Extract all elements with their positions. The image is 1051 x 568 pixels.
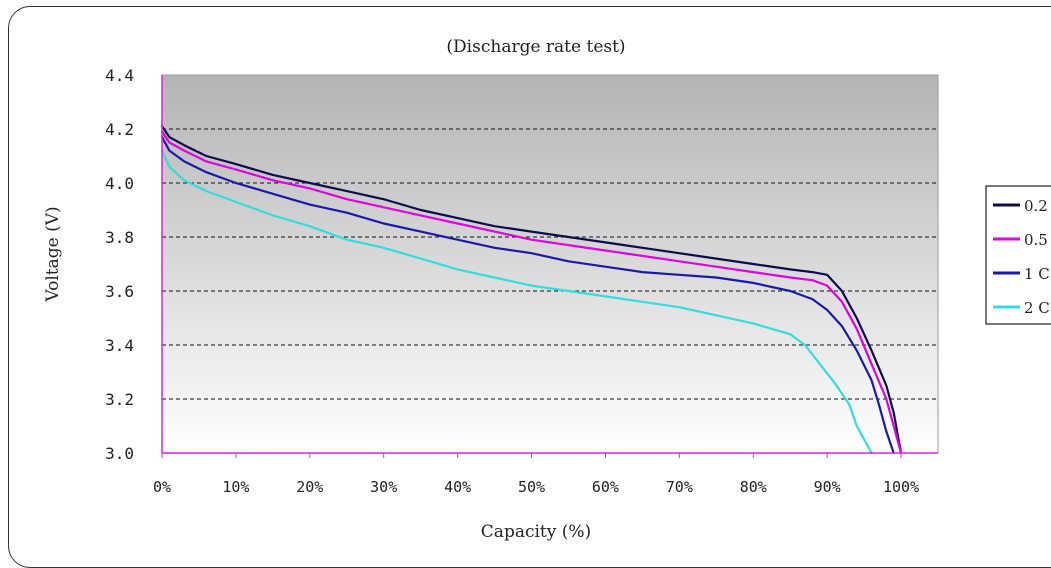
chart-canvas: 3.0 3.2 3.4 3.6 3.8 4.0 4.2 4.4 0% 10% 20% 30% 40% 50… xyxy=(43,37,1051,542)
x-tick-label: 50% xyxy=(518,478,545,496)
x-tick-label: 60% xyxy=(592,478,619,496)
series-line-3 xyxy=(160,149,873,455)
legend-label-1: 0.5 C xyxy=(1024,231,1051,249)
legend-label-0: 0.2 C xyxy=(1024,197,1051,215)
y-tick-label: 3.6 xyxy=(105,282,134,301)
tick-labels: 3.0 3.2 3.4 3.6 3.8 4.0 4.2 4.4 0% 10% 20% 30% 40% 50… xyxy=(105,66,919,496)
y-tick-label: 3.2 xyxy=(105,390,134,409)
series-line-1 xyxy=(160,130,903,455)
axes xyxy=(161,75,938,458)
x-tick-label: 80% xyxy=(740,478,767,496)
x-tick-label: 0% xyxy=(153,478,171,496)
x-tick-label: 100% xyxy=(883,478,919,496)
x-tick-label: 40% xyxy=(444,478,471,496)
x-tick-label: 70% xyxy=(666,478,693,496)
legend-box xyxy=(985,185,1051,325)
legend-label-3: 2 C xyxy=(1024,299,1050,317)
y-tick-label: 4.2 xyxy=(105,120,134,139)
y-tick-label: 3.4 xyxy=(105,336,134,355)
series-line-2 xyxy=(160,136,895,455)
x-axis-label: Capacity (%) xyxy=(481,522,591,542)
legend-label-2: 1 C xyxy=(1024,265,1050,283)
plot-area xyxy=(161,74,939,454)
legend: 0.2 C 0.5 C 1 C 2 C xyxy=(985,185,1051,325)
x-tick-label: 10% xyxy=(222,478,249,496)
x-tick-label: 30% xyxy=(370,478,397,496)
x-tick-label: 90% xyxy=(814,478,841,496)
series-line-0 xyxy=(160,125,903,455)
y-tick-label: 4.4 xyxy=(105,66,134,85)
y-axis-label: Voltage (V) xyxy=(43,206,63,302)
y-tick-label: 3.0 xyxy=(105,444,134,463)
y-tick-label: 3.8 xyxy=(105,228,134,247)
series-layer xyxy=(160,125,903,455)
gridlines xyxy=(162,128,938,400)
chart-title: (Discharge rate test) xyxy=(446,37,625,57)
x-tick-label: 20% xyxy=(296,478,323,496)
y-tick-label: 4.0 xyxy=(105,174,134,193)
